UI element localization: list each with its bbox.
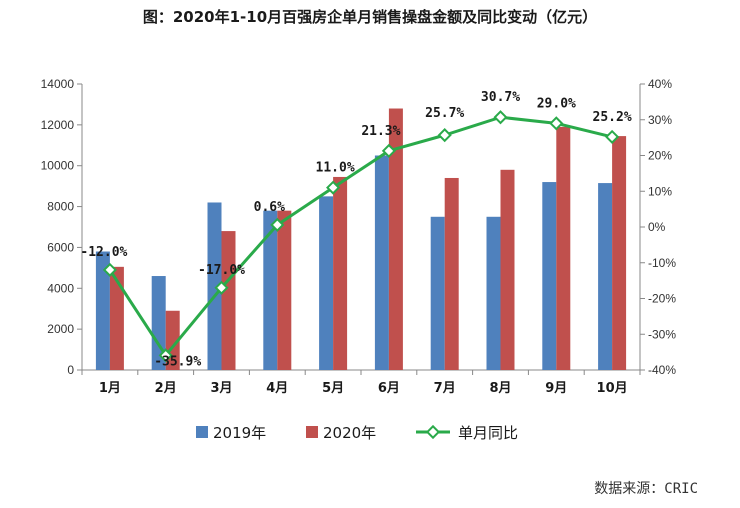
bar-2020 <box>333 176 348 370</box>
y-right-tick-label: 10% <box>648 184 672 198</box>
x-tick-label: 10月 <box>597 381 628 396</box>
yoy-data-label: 0.6% <box>254 200 285 215</box>
bar-2020 <box>388 108 403 370</box>
x-tick-label: 7月 <box>434 381 456 396</box>
data-labels: -12.0% -35.9% -17.0% 0.6% 11.0% 21.3% 25.7% 30.… <box>80 90 631 369</box>
yoy-point <box>381 143 396 158</box>
line-series <box>102 110 620 363</box>
bar-2019 <box>151 276 166 370</box>
bar-2020 <box>109 266 124 370</box>
y-right-tick-label: -30% <box>648 327 676 341</box>
source-note: 数据来源：CRIC <box>594 481 698 497</box>
x-tick-label: 8月 <box>489 381 511 396</box>
y-left-tick-label: 4000 <box>47 281 74 295</box>
legend-marker <box>425 424 441 440</box>
bar-2019 <box>598 183 613 370</box>
chart-title: 图：2020年1-10月百强房企单月销售操盘金额及同比变动（亿元） <box>142 8 598 26</box>
y-right-tick-label: 30% <box>648 113 672 127</box>
y-right-tick-label: -20% <box>648 292 676 306</box>
yoy-point <box>326 180 341 195</box>
x-tick-label: 4月 <box>266 381 288 396</box>
yoy-data-label: -17.0% <box>198 263 245 278</box>
yoy-point <box>270 217 285 232</box>
yoy-point <box>158 348 173 363</box>
y-left-tick-label: 2000 <box>47 322 74 336</box>
x-tick-label: 6月 <box>378 381 400 396</box>
y-right-tick-label: -10% <box>648 256 676 270</box>
y-right-tick-label: 20% <box>648 149 672 163</box>
yoy-data-label: 25.2% <box>593 110 632 125</box>
yoy-point <box>605 129 620 144</box>
legend: 2019年 2020年 单月同比 <box>196 424 518 442</box>
yoy-line <box>108 115 613 357</box>
bar-2019 <box>263 210 278 370</box>
bar-2020 <box>444 177 459 370</box>
x-tick-label: 9月 <box>545 381 567 396</box>
bars <box>95 108 627 371</box>
y-left-tick-label: 6000 <box>47 240 74 254</box>
yoy-data-label: 25.7% <box>425 106 464 121</box>
y-left-tick-label: 8000 <box>47 200 74 214</box>
bar-2019 <box>95 251 110 370</box>
y-right-tick-label: -40% <box>648 363 676 377</box>
y-left-tick-label: 10000 <box>41 159 75 173</box>
legend-label: 单月同比 <box>458 424 518 442</box>
x-tick-label: 5月 <box>322 381 344 396</box>
yoy-data-label: -12.0% <box>80 245 127 260</box>
bar-2020 <box>500 169 515 370</box>
x-tick-label: 3月 <box>210 381 232 396</box>
bar-2020 <box>612 136 627 370</box>
bar-2020 <box>221 231 236 370</box>
legend-swatch <box>196 426 208 438</box>
y-left-tick-label: 12000 <box>41 118 75 132</box>
yoy-point <box>437 128 452 143</box>
legend-label: 2020年 <box>323 424 376 442</box>
yoy-data-label: -35.9% <box>154 354 201 369</box>
bar-2019 <box>207 202 222 370</box>
y-left-tick-label: 14000 <box>41 77 75 91</box>
legend-label: 2019年 <box>213 424 266 442</box>
legend-swatch <box>306 426 318 438</box>
yoy-point <box>102 262 117 277</box>
bar-2019 <box>542 182 557 370</box>
x-tick-label: 2月 <box>155 381 177 396</box>
bar-2019 <box>374 155 389 370</box>
bar-2020 <box>277 210 292 370</box>
bar-2019 <box>430 216 445 370</box>
yoy-data-label: 30.7% <box>481 90 520 105</box>
bar-2020 <box>556 126 571 371</box>
bar-2019 <box>319 196 334 370</box>
yoy-data-label: 29.0% <box>537 96 576 111</box>
axes: 0 2000 4000 6000 8000 10000 12000 14000 -40% -30%… <box>41 77 677 396</box>
bar-2019 <box>486 216 501 370</box>
yoy-point <box>549 116 564 131</box>
y-left-tick-label: 0 <box>67 363 74 377</box>
yoy-data-label: 11.0% <box>316 161 355 176</box>
x-tick-label: 1月 <box>99 381 121 396</box>
yoy-data-label: 21.3% <box>361 124 400 139</box>
yoy-point <box>214 280 229 295</box>
y-right-tick-label: 0% <box>648 220 666 234</box>
yoy-point <box>493 110 508 125</box>
y-right-tick-label: 40% <box>648 77 672 91</box>
